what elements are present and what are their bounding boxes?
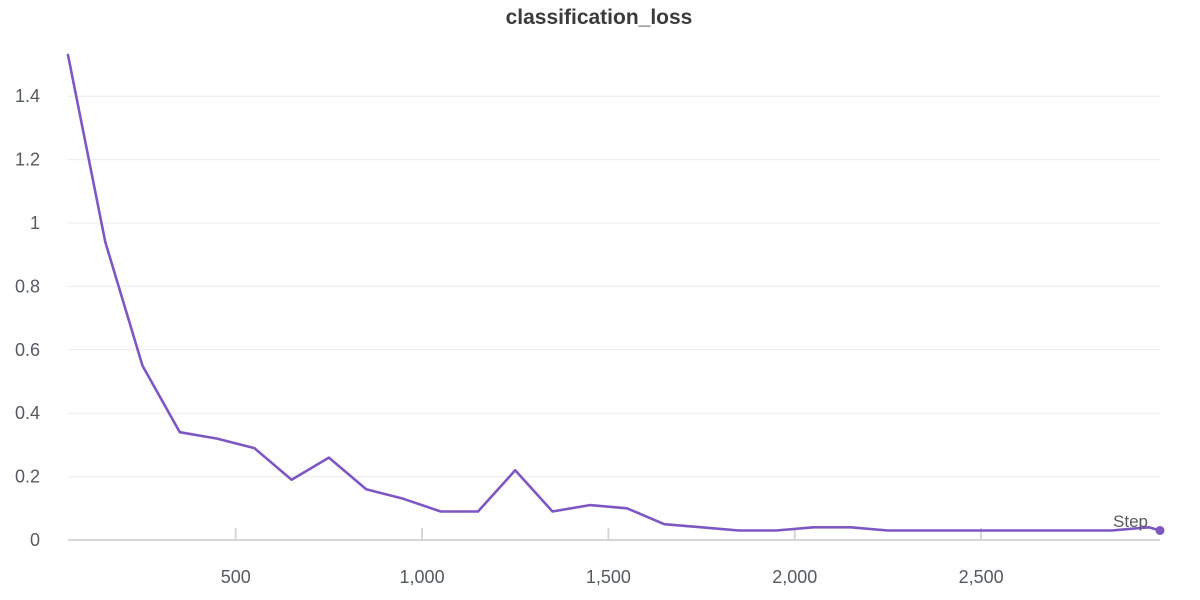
y-tick-label: 0.2 xyxy=(15,467,40,487)
x-axis-label: Step xyxy=(1113,512,1148,531)
series-endpoint-marker xyxy=(1155,525,1165,535)
series-line xyxy=(66,53,1162,532)
x-tick-label: 2,000 xyxy=(772,567,817,587)
x-tick-label: 2,500 xyxy=(959,567,1004,587)
y-tick-label: 0.4 xyxy=(15,403,40,423)
grid xyxy=(68,95,1160,478)
y-tick-label: 0.6 xyxy=(15,340,40,360)
y-tick-label: 0 xyxy=(30,530,40,550)
y-axis-ticks: 0 0.2 0.4 0.6 0.8 1 1.2 1.4 xyxy=(15,86,40,550)
chart-title: classification_loss xyxy=(506,6,693,29)
x-tick-label: 500 xyxy=(221,567,251,587)
y-tick-label: 1.2 xyxy=(15,150,40,170)
x-axis-ticks: 500 1,000 1,500 2,000 2,500 xyxy=(221,528,1004,587)
y-tick-label: 1 xyxy=(30,213,40,233)
y-tick-label: 1.4 xyxy=(15,86,40,106)
series-group xyxy=(66,53,1165,535)
x-tick-label: 1,500 xyxy=(586,567,631,587)
y-tick-label: 0.8 xyxy=(15,276,40,296)
x-tick-label: 1,000 xyxy=(400,567,445,587)
